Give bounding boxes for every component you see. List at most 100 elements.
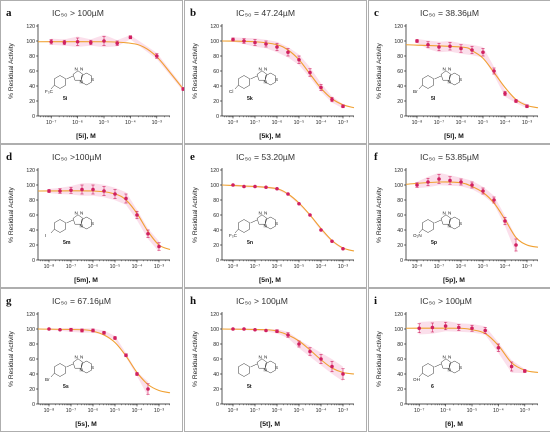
data-point — [69, 188, 73, 193]
x-tick-label: 10⁻⁷ — [250, 408, 261, 414]
data-point — [523, 369, 527, 373]
data-point — [481, 189, 485, 193]
x-tick-label: 10⁻⁴ — [316, 408, 327, 414]
data-point — [91, 328, 95, 333]
data-point — [457, 325, 461, 330]
data-point — [69, 327, 73, 332]
thiadiazine-ring — [81, 360, 92, 374]
atom-label: N — [264, 224, 267, 229]
data-point — [58, 189, 62, 193]
atom-label: S — [91, 77, 94, 82]
data-point — [253, 184, 257, 189]
data-point — [448, 44, 452, 49]
x-tick-label: 10⁻⁵ — [110, 264, 121, 270]
chart-svg: h IC₅₀ > 100µM 0 20 40 60 80 100 120 10⁻⁸ 10⁻⁷ 10⁻⁶… — [184, 288, 367, 432]
x-tick-label: 10⁻³ — [152, 120, 163, 126]
compound-label: 5m — [63, 240, 71, 246]
data-point — [146, 387, 150, 391]
bond — [66, 75, 74, 80]
phenyl-ring — [54, 363, 66, 377]
compound-label: 5t — [247, 384, 252, 390]
x-tick-label: 10⁻⁸ — [228, 264, 239, 270]
x-tick-label: 10⁻⁸ — [412, 264, 423, 270]
x-tick-label: 10⁻⁶ — [88, 264, 99, 270]
chart-svg: b IC₅₀ = 47.24µM 0 20 40 60 80 100 120 10⁻⁸ 10⁻⁷ 10… — [184, 0, 367, 144]
y-tick-label: 100 — [394, 327, 403, 333]
y-tick-label: 40 — [397, 372, 403, 378]
x-tick-label: 10⁻⁵ — [478, 264, 489, 270]
thiadiazine-ring — [81, 216, 92, 230]
data-point — [448, 178, 452, 183]
y-tick-label: 60 — [213, 69, 219, 75]
data-point — [426, 180, 430, 184]
fit-curve — [37, 328, 171, 394]
y-axis-label: % Residual Activity — [376, 186, 383, 242]
x-tick-label: 10⁻⁴ — [316, 264, 327, 270]
y-tick-label: 0 — [32, 402, 35, 408]
ic50-label: IC₅₀ = 38.36µM — [420, 8, 479, 18]
chart-svg: c IC₅₀ = 38.36µM 0 20 40 60 80 100 120 10⁻⁸ 10⁻⁷ 10… — [368, 0, 550, 144]
atom-label: N — [443, 67, 446, 72]
data-point — [157, 244, 161, 249]
chart-svg: a IC₅₀ > 100µM 0 20 40 60 80 100 120 10⁻⁷ 10⁻⁶ 10⁻⁵… — [0, 0, 185, 144]
x-tick-label: 10⁻⁶ — [456, 120, 467, 126]
triazole-ring — [440, 214, 452, 225]
atom-label: N — [264, 80, 267, 85]
y-axis-label: % Residual Activity — [192, 186, 199, 242]
phenyl-ring — [54, 219, 66, 233]
data-point — [49, 39, 53, 44]
atom-label: N — [448, 224, 451, 229]
data-point — [308, 70, 312, 75]
x-tick-label: 10⁻⁸ — [228, 408, 239, 414]
bond — [50, 85, 55, 90]
y-tick-label: 100 — [26, 327, 35, 333]
data-point — [297, 201, 301, 206]
x-axis-label: [5k], M — [259, 133, 281, 140]
data-point — [415, 39, 419, 43]
data-point — [443, 324, 448, 328]
substituent-label: O₂N — [413, 233, 422, 238]
chart-svg: f IC₅₀ = 53.85µM 0 20 40 60 80 100 120 10⁻⁸ 10⁻⁷ 10… — [368, 144, 550, 288]
x-tick-label: 10⁻⁵ — [478, 120, 489, 126]
compound-label: 5i — [63, 96, 68, 102]
phenyl-ring — [422, 75, 434, 89]
ic50-label: IC₅₀ >100µM — [52, 152, 101, 162]
atom-label: N — [75, 355, 78, 360]
data-point — [242, 184, 246, 189]
y-tick-label: 100 — [26, 39, 35, 45]
ic50-label: IC₅₀ > 100µM — [52, 8, 104, 18]
triazole-ring — [256, 70, 268, 81]
thiadiazine-ring — [265, 360, 276, 374]
triazole-ring — [72, 214, 84, 225]
y-axis-label: % Residual Activity — [8, 186, 15, 242]
atom-label: N — [448, 80, 451, 85]
y-tick-label: 100 — [26, 183, 35, 189]
data-point — [47, 327, 51, 331]
atom-label: N — [80, 368, 83, 373]
atom-label: S — [459, 221, 462, 226]
atom-label: N — [448, 355, 451, 360]
substituent-label: OH — [413, 377, 420, 382]
data-point — [286, 333, 290, 337]
data-point — [242, 327, 246, 331]
x-tick-label: 10⁻³ — [522, 264, 533, 270]
panel-letter: e — [190, 151, 195, 163]
data-point — [135, 372, 139, 376]
ic50-label: IC₅₀ > 100µM — [236, 296, 288, 306]
x-axis-label: [5m], M — [74, 277, 98, 284]
x-axis-label: [5p], M — [443, 277, 465, 284]
x-tick-label: 10⁻³ — [154, 408, 165, 414]
atom-label: N — [259, 355, 262, 360]
data-point — [155, 54, 159, 58]
x-tick-label: 10⁻⁴ — [493, 408, 504, 414]
panel-letter: h — [190, 295, 196, 307]
substituent-label: Cl — [229, 89, 233, 94]
x-tick-label: 10⁻⁶ — [456, 264, 467, 270]
data-point — [58, 327, 62, 332]
x-tick-label: 10⁻³ — [154, 264, 165, 270]
y-tick-label: 80 — [397, 54, 403, 60]
data-point — [231, 37, 235, 42]
y-tick-label: 20 — [397, 387, 403, 393]
